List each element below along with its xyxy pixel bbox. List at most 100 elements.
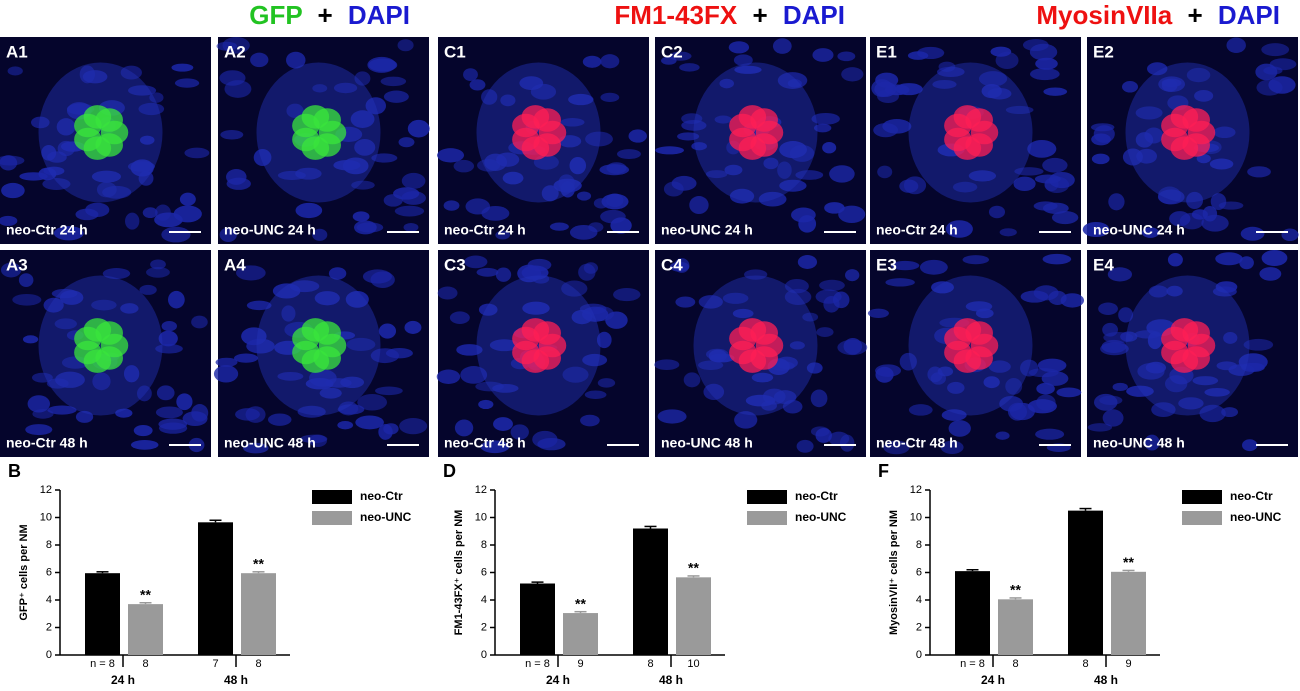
nucleus xyxy=(802,312,819,322)
nucleus xyxy=(1108,193,1125,211)
n-label: n = 8 xyxy=(960,658,985,670)
nucleus xyxy=(1035,428,1065,440)
nucleus xyxy=(354,220,377,235)
nucleus xyxy=(378,323,397,339)
nucleus xyxy=(57,140,75,157)
nucleus xyxy=(437,148,465,163)
legend-swatch xyxy=(312,511,352,525)
x-tick-label: 48 h xyxy=(224,673,248,687)
nucleus xyxy=(1263,66,1283,75)
y-tick-label: 12 xyxy=(910,484,922,496)
neuromast-ring xyxy=(908,275,1033,416)
nucleus xyxy=(345,291,369,308)
nucleus xyxy=(558,174,575,192)
nucleus xyxy=(222,36,250,54)
n-label: 8 xyxy=(142,658,148,670)
nucleus xyxy=(571,309,593,325)
nucleus xyxy=(628,129,647,143)
y-tick-label: 0 xyxy=(916,649,922,661)
nucleus xyxy=(1147,62,1168,76)
nucleus xyxy=(907,51,929,60)
nucleus xyxy=(1112,382,1128,392)
nucleus xyxy=(1215,281,1238,293)
y-tick-label: 10 xyxy=(40,511,52,523)
bar xyxy=(563,613,598,655)
nucleus xyxy=(763,157,779,170)
nucleus xyxy=(1166,285,1183,297)
nucleus xyxy=(1209,158,1234,170)
nucleus xyxy=(41,144,57,161)
y-tick-label: 0 xyxy=(46,649,52,661)
nucleus xyxy=(1118,307,1134,323)
nucleus xyxy=(1056,387,1082,398)
nucleus xyxy=(1192,376,1219,386)
nucleus xyxy=(616,149,641,160)
nucleus xyxy=(582,353,608,367)
neuromast-ring xyxy=(256,62,381,203)
nucleus xyxy=(297,405,326,418)
nucleus xyxy=(337,404,365,415)
nucleus xyxy=(829,165,855,183)
nucleus xyxy=(319,387,342,399)
nucleus xyxy=(150,259,166,270)
header: GFP + DAPI xyxy=(249,0,410,30)
nucleus xyxy=(845,269,860,282)
nucleus xyxy=(96,181,117,198)
nucleus xyxy=(606,193,624,208)
nucleus xyxy=(613,287,641,302)
panel-caption: neo-Ctr 24 h xyxy=(876,222,958,238)
counterstain: DAPI xyxy=(1218,0,1280,30)
nucleus xyxy=(305,378,334,390)
bar xyxy=(1111,571,1146,655)
joiner: + xyxy=(317,0,332,30)
nucleus xyxy=(1137,362,1165,380)
nucleus xyxy=(31,116,50,129)
nucleus xyxy=(1215,252,1243,266)
nucleus xyxy=(1157,189,1185,205)
legend-label: neo-Ctr xyxy=(1230,489,1273,503)
nucleus xyxy=(286,51,306,69)
nucleus xyxy=(469,79,486,91)
n-label: 10 xyxy=(687,658,699,670)
nucleus xyxy=(123,365,140,383)
nucleus xyxy=(480,440,510,454)
nucleus xyxy=(813,123,832,133)
nucleus xyxy=(1144,434,1160,451)
nucleus xyxy=(383,90,409,103)
nucleus xyxy=(267,413,292,426)
neuromast-ring xyxy=(693,275,818,416)
nucleus xyxy=(399,418,428,435)
panel-caption: neo-Ctr 24 h xyxy=(444,222,526,238)
nucleus xyxy=(931,281,954,294)
nucleus xyxy=(215,357,238,367)
panel-id: E4 xyxy=(1093,255,1114,274)
nucleus xyxy=(91,170,121,183)
nucleus xyxy=(875,364,902,377)
panel-id: C3 xyxy=(444,255,466,274)
nucleus xyxy=(120,65,142,80)
nucleus xyxy=(610,217,632,234)
nucleus xyxy=(102,268,131,280)
nucleus xyxy=(1107,267,1133,282)
nucleus xyxy=(397,39,414,52)
bar xyxy=(1068,510,1103,655)
nucleus xyxy=(1158,76,1186,92)
nucleus xyxy=(885,278,915,287)
panel-id: A4 xyxy=(224,255,246,274)
panel-caption: neo-UNC 48 h xyxy=(661,435,753,451)
nucleus xyxy=(510,424,529,440)
nucleus xyxy=(1261,249,1288,267)
y-tick-label: 6 xyxy=(916,566,922,578)
nucleus xyxy=(703,383,725,401)
nucleus xyxy=(679,63,700,72)
nucleus xyxy=(932,79,957,89)
nucleus xyxy=(346,337,376,352)
nucleus xyxy=(978,71,1008,87)
nucleus xyxy=(167,290,185,309)
hair-cell xyxy=(1182,321,1210,345)
nucleus xyxy=(1226,37,1246,54)
nucleus xyxy=(289,280,320,293)
nucleus xyxy=(965,301,993,312)
nucleus xyxy=(1186,191,1204,209)
